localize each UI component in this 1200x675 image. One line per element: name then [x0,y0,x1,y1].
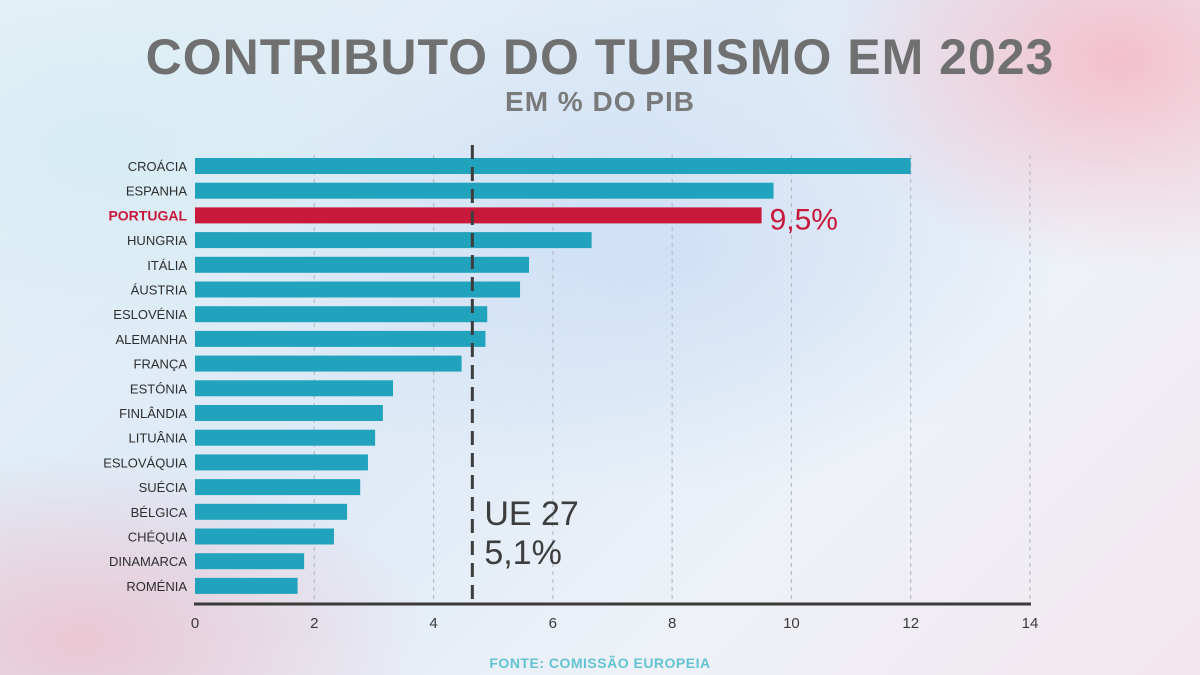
bar-franca [195,355,462,372]
category-label-croacia: CROÁCIA [128,159,188,174]
bar-portugal [195,207,762,224]
eu-reference-value: 5,1% [484,534,562,572]
category-label-austria: ÁUSTRIA [131,283,188,298]
x-tick-label: 10 [783,615,800,632]
category-label-franca: FRANÇA [134,357,188,372]
category-labels: CROÁCIA ESPANHA PORTUGAL HUNGRIA ITÁLIA ÁUSTR… [103,159,187,594]
bar-eslovaquia [195,454,368,471]
eu-reference-label: UE 27 [484,495,579,533]
category-label-eslovaquia: ESLOVÁQUIA [103,455,187,470]
category-label-chequia: CHÉQUIA [128,530,188,545]
bar-chart: CROÁCIA ESPANHA PORTUGAL HUNGRIA ITÁLIA ÁUSTR… [103,145,1039,632]
category-label-eslovenia: ESLOVÉNIA [113,307,187,322]
bar-romenia [195,577,298,594]
x-tick-label: 8 [668,615,676,632]
x-tick-label: 12 [902,615,919,632]
x-axis: 0 2 4 6 8 10 12 14 [191,602,1039,632]
bar-dinamarca [195,553,305,570]
bars [195,158,911,594]
bar-suecia [195,479,361,496]
bar-hungria [195,232,592,249]
bar-lituania [195,429,376,446]
bar-alemanha [195,330,486,347]
portugal-value-label: 9,5% [770,203,838,236]
x-tick-label: 4 [429,615,437,632]
chart-subtitle: EM % DO PIB [505,86,695,117]
bar-finlandia [195,405,383,421]
x-tick-label: 2 [310,615,318,632]
eu-reference: UE 27 5,1% [470,145,579,604]
bar-eslovenia [195,306,488,323]
category-label-belgica: BÉLGICA [131,505,188,520]
category-label-romenia: ROMÉNIA [126,579,187,594]
category-label-italia: ITÁLIA [147,258,187,273]
category-label-suecia: SUÉCIA [139,480,188,495]
bar-estonia [195,380,394,397]
bar-italia [195,256,529,273]
bar-chequia [195,528,334,545]
bar-croacia [195,158,911,174]
category-label-espanha: ESPANHA [126,184,187,199]
category-label-portugal: PORTUGAL [108,207,187,223]
x-tick-label: 6 [549,615,557,632]
source-note: FONTE: COMISSÃO EUROPEIA [489,655,711,671]
category-label-dinamarca: DINAMARCA [109,554,187,569]
category-label-estonia: ESTÓNIA [130,381,187,396]
x-tick-label: 14 [1022,615,1039,632]
bar-austria [195,281,521,298]
bar-belgica [195,503,348,520]
grid-lines [313,155,1031,604]
x-tick-label: 0 [191,615,199,632]
category-label-hungria: HUNGRIA [127,233,187,248]
category-label-finlandia: FINLÂNDIA [119,406,187,421]
bar-espanha [195,182,774,199]
category-label-alemanha: ALEMANHA [115,332,187,347]
chart-title: CONTRIBUTO DO TURISMO EM 2023 [145,29,1055,85]
category-label-lituania: LITUÂNIA [128,431,187,446]
